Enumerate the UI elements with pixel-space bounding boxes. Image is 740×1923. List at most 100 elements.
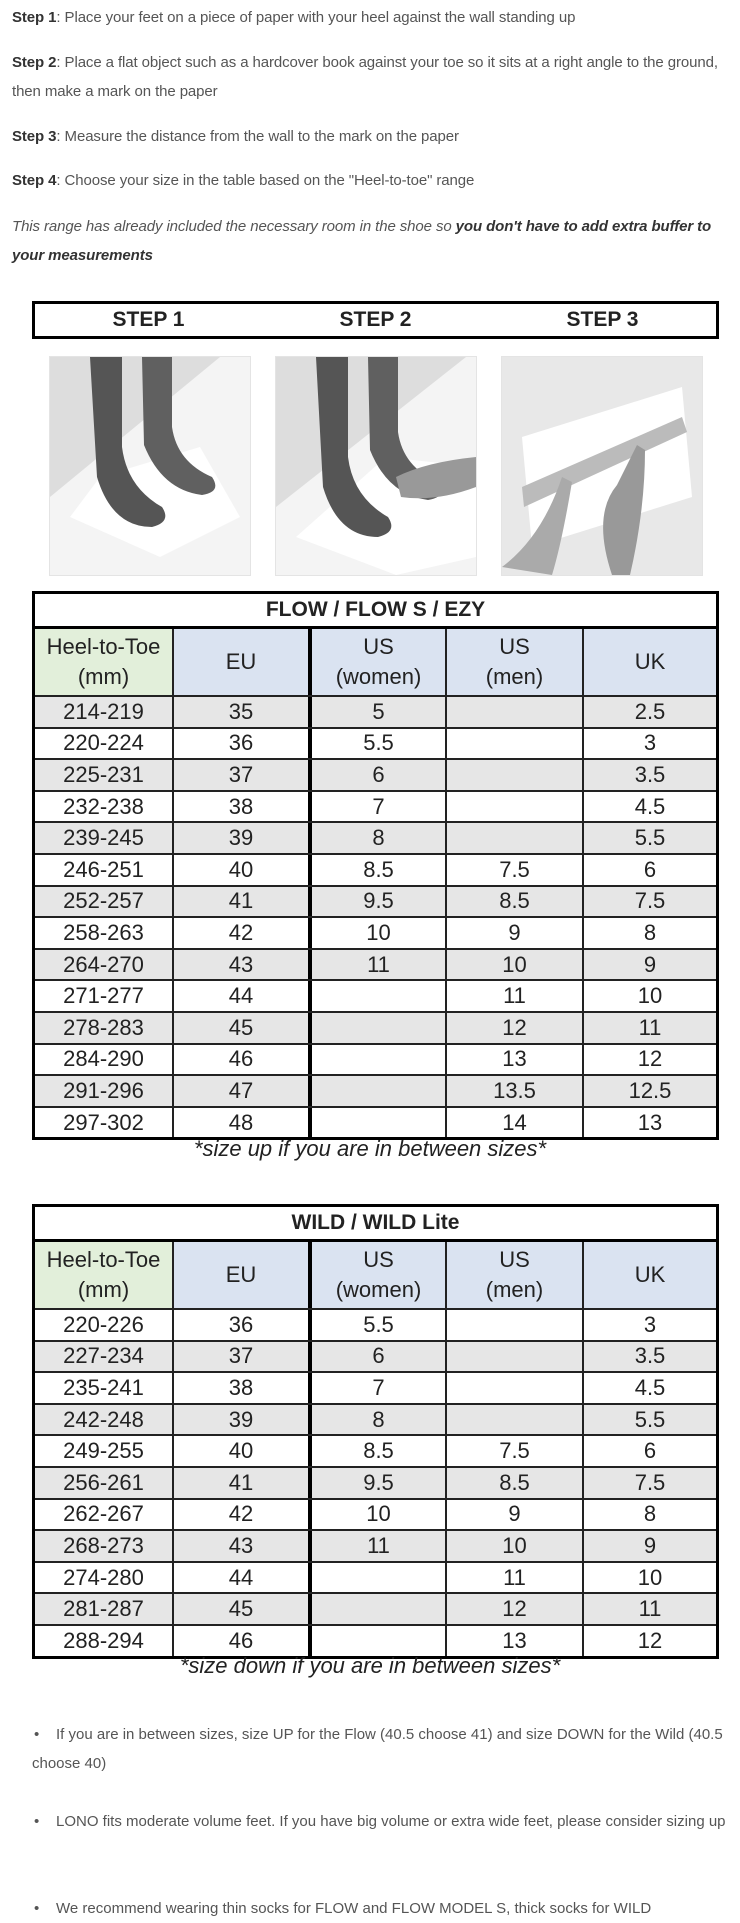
table-cell: 44 bbox=[172, 1562, 308, 1593]
table-cell: 281-287 bbox=[35, 1594, 172, 1624]
header-line: (men) bbox=[485, 1277, 544, 1302]
table-cell: 5.5 bbox=[308, 728, 445, 759]
table-row: 246-251 40 8.5 7.5 6 bbox=[35, 852, 716, 885]
table-cell: 268-273 bbox=[35, 1531, 172, 1561]
header-line: US bbox=[363, 634, 394, 659]
table-cell: 262-267 bbox=[63, 1501, 144, 1527]
table-cell: 44 bbox=[172, 981, 308, 1011]
table-cell: 220-226 bbox=[63, 1311, 144, 1337]
size-table: FLOW / FLOW S / EZY Heel-to-Toe (mm) EU US (w… bbox=[32, 591, 719, 1141]
table-cell: 246-251 bbox=[63, 856, 144, 882]
header-line: US bbox=[499, 1247, 530, 1272]
size-table: WILD / WILD Lite Heel-to-Toe (mm) EU US (wome… bbox=[32, 1204, 719, 1659]
table-cell bbox=[308, 1076, 445, 1106]
table-cell: 36 bbox=[172, 1310, 308, 1340]
column-header: UK bbox=[582, 629, 716, 695]
table-cell: 42 bbox=[172, 918, 308, 948]
table-row: 214-219 35 5 2.5 bbox=[35, 695, 716, 727]
table-cell: 36 bbox=[172, 728, 308, 759]
header-line: US bbox=[363, 1247, 394, 1272]
table-cell bbox=[308, 1012, 445, 1043]
table-cell: 12 bbox=[445, 1594, 582, 1624]
note-bold: you don't have to add extra buffer to yo… bbox=[12, 218, 712, 264]
table-cell: 6 bbox=[308, 1341, 445, 1372]
table-cell bbox=[308, 981, 445, 1011]
table-cell: 43 bbox=[172, 949, 308, 980]
table-cell: 7 bbox=[308, 791, 445, 822]
table-row: 291-296 47 13.5 12.5 bbox=[35, 1074, 716, 1106]
column-header: UK bbox=[582, 1242, 716, 1308]
table-cell: 45 bbox=[172, 1594, 308, 1624]
table-cell: 6 bbox=[582, 1436, 716, 1466]
table-cell: 35 bbox=[172, 697, 308, 727]
table-cell bbox=[445, 791, 582, 822]
table-cell: 8.5 bbox=[445, 1467, 582, 1498]
table-cell: 297-302 bbox=[63, 1109, 144, 1135]
table-cell: 10 bbox=[582, 1562, 716, 1593]
table-cell: 264-270 bbox=[35, 949, 172, 980]
step-3-heading: STEP 3 bbox=[566, 308, 639, 331]
table-title: FLOW / FLOW S / EZY bbox=[35, 594, 716, 629]
table-cell bbox=[445, 1373, 582, 1403]
table-cell: 39 bbox=[172, 1404, 308, 1435]
column-header: EU bbox=[172, 1242, 308, 1308]
table-row: 227-234 37 6 3.5 bbox=[35, 1339, 716, 1372]
table-cell: 6 bbox=[308, 760, 445, 790]
step-label: Step 3 bbox=[12, 128, 57, 145]
table-cell: 291-296 bbox=[35, 1076, 172, 1106]
table-cell: 227-234 bbox=[35, 1341, 172, 1372]
table-cell: 4.5 bbox=[582, 1373, 716, 1403]
table-row: 262-267 42 10 9 8 bbox=[35, 1497, 716, 1530]
column-header: Heel-to-Toe (mm) bbox=[35, 629, 172, 695]
table-cell: 9 bbox=[445, 1499, 582, 1530]
table-cell bbox=[445, 1310, 582, 1340]
bullet-text: If you are in between sizes, size UP for… bbox=[32, 1726, 723, 1772]
table-row: 252-257 41 9.5 8.5 7.5 bbox=[35, 884, 716, 917]
table-cell: 7.5 bbox=[445, 1436, 582, 1466]
table-cell: 278-283 bbox=[35, 1012, 172, 1043]
bullet-icon: • bbox=[34, 1813, 40, 1830]
table-cell: 38 bbox=[172, 1373, 308, 1403]
table-cell: 13 bbox=[582, 1107, 716, 1138]
table-cell: 12 bbox=[582, 1044, 716, 1075]
header-line: (mm) bbox=[77, 1277, 130, 1302]
step-label: Step 1 bbox=[12, 9, 57, 26]
table-row: 288-294 46 13 12 bbox=[35, 1623, 716, 1656]
steps-header: STEP 1 STEP 2 STEP 3 bbox=[32, 301, 719, 339]
table-row: 281-287 45 12 11 bbox=[35, 1592, 716, 1624]
column-header: US (women) bbox=[308, 1242, 445, 1308]
table-row: 274-280 44 11 10 bbox=[35, 1560, 716, 1593]
header-line: Heel-to-Toe bbox=[46, 1247, 161, 1272]
header-line: US bbox=[499, 634, 530, 659]
table-cell: 4.5 bbox=[582, 791, 716, 822]
table-cell: 7 bbox=[308, 1373, 445, 1403]
table-row: 235-241 38 7 4.5 bbox=[35, 1371, 716, 1403]
step-2-illustration bbox=[275, 356, 477, 576]
table-header-row: Heel-to-Toe (mm) EU US (women) US (men) UK bbox=[35, 1242, 716, 1308]
step-4-instruction: Step 4: Choose your size in the table ba… bbox=[12, 166, 732, 195]
table-row: 297-302 48 14 13 bbox=[35, 1105, 716, 1138]
table-cell: 274-280 bbox=[63, 1564, 144, 1590]
column-header: US (men) bbox=[445, 629, 582, 695]
table-cell: 10 bbox=[445, 949, 582, 980]
table-header-row: Heel-to-Toe (mm) EU US (women) US (men) UK bbox=[35, 629, 716, 695]
table-cell: 3 bbox=[582, 1310, 716, 1340]
table-cell: 258-263 bbox=[63, 919, 144, 945]
table-cell: 42 bbox=[172, 1499, 308, 1530]
table-cell bbox=[308, 1044, 445, 1075]
header-line: UK bbox=[634, 1262, 666, 1287]
table-cell: 47 bbox=[172, 1076, 308, 1106]
table-cell bbox=[445, 760, 582, 790]
table-cell: 13 bbox=[445, 1625, 582, 1656]
header-line: (mm) bbox=[77, 664, 130, 689]
table-cell: 5.5 bbox=[582, 1404, 716, 1435]
table-cell: 13 bbox=[445, 1044, 582, 1075]
table-row: 278-283 45 12 11 bbox=[35, 1010, 716, 1043]
table-row: 284-290 46 13 12 bbox=[35, 1042, 716, 1075]
table-cell: 239-245 bbox=[35, 823, 172, 853]
table-title: WILD / WILD Lite bbox=[35, 1207, 716, 1242]
header-line: EU bbox=[225, 1262, 257, 1287]
step-1-illustration bbox=[49, 356, 251, 576]
table-cell: 8 bbox=[308, 1404, 445, 1435]
table-cell: 38 bbox=[172, 791, 308, 822]
